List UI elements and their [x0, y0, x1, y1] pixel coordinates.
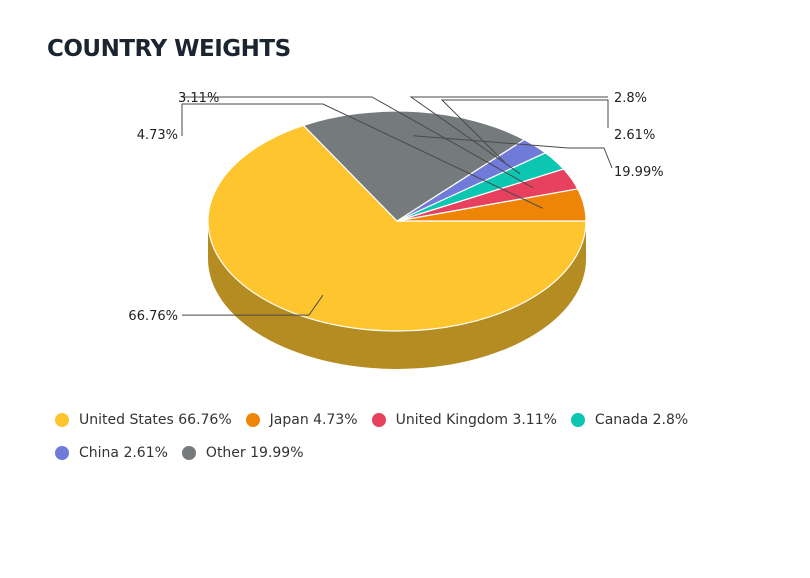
connector-other	[413, 135, 613, 169]
legend-label-united-states: United States 66.76%	[79, 412, 232, 428]
legend-row-1: United States 66.76% Japan 4.73% United …	[55, 409, 755, 431]
legend-label-china: China 2.61%	[79, 445, 168, 461]
pie-slice-other	[302, 110, 525, 222]
legend-marker-china	[55, 446, 69, 460]
legend-item-united-kingdom[interactable]: United Kingdom 3.11%	[371, 412, 557, 428]
legend-marker-other	[181, 446, 196, 460]
legend-item-other[interactable]: Other 19.99%	[181, 445, 304, 461]
connector-united-states	[182, 294, 324, 316]
legend-item-china[interactable]: China 2.61%	[55, 445, 168, 461]
pie-chart: 66.76% 4.73% 3.11% 2.8% 2.61% 19.99%	[128, 91, 664, 369]
chart-title: COUNTRY WEIGHTS	[47, 36, 291, 62]
legend-label-united-kingdom: United Kingdom 3.11%	[395, 412, 557, 428]
pie-side-united-states	[208, 221, 586, 369]
data-label-japan: 4.73%	[137, 128, 178, 143]
data-label-united-states: 66.76%	[128, 309, 178, 324]
data-label-united-kingdom: 3.11%	[178, 91, 219, 106]
legend-item-canada[interactable]: Canada 2.8%	[570, 412, 689, 428]
connector-united-kingdom	[182, 96, 534, 189]
legend-marker-united-states	[55, 413, 69, 427]
data-label-china: 2.61%	[614, 128, 655, 143]
legend-item-japan[interactable]: Japan 4.73%	[245, 412, 358, 428]
connector-china	[440, 99, 609, 163]
legend-label-japan: Japan 4.73%	[269, 412, 358, 428]
data-label-other: 19.99%	[614, 165, 664, 180]
legend-marker-united-kingdom	[371, 413, 386, 427]
legend-marker-japan	[245, 413, 260, 427]
legend-label-canada: Canada 2.8%	[594, 412, 689, 428]
connector-canada	[409, 96, 608, 175]
legend-row-2: China 2.61% Other 19.99%	[55, 442, 755, 464]
legend-marker-canada	[570, 413, 585, 427]
data-label-canada: 2.8%	[614, 91, 647, 106]
pie-slice-united-states	[207, 124, 587, 332]
legend-item-united-states[interactable]: United States 66.76%	[55, 412, 232, 428]
legend-label-other: Other 19.99%	[205, 445, 304, 461]
chart-legend: United States 66.76% Japan 4.73% United …	[55, 409, 755, 475]
connector-japan	[181, 103, 544, 209]
